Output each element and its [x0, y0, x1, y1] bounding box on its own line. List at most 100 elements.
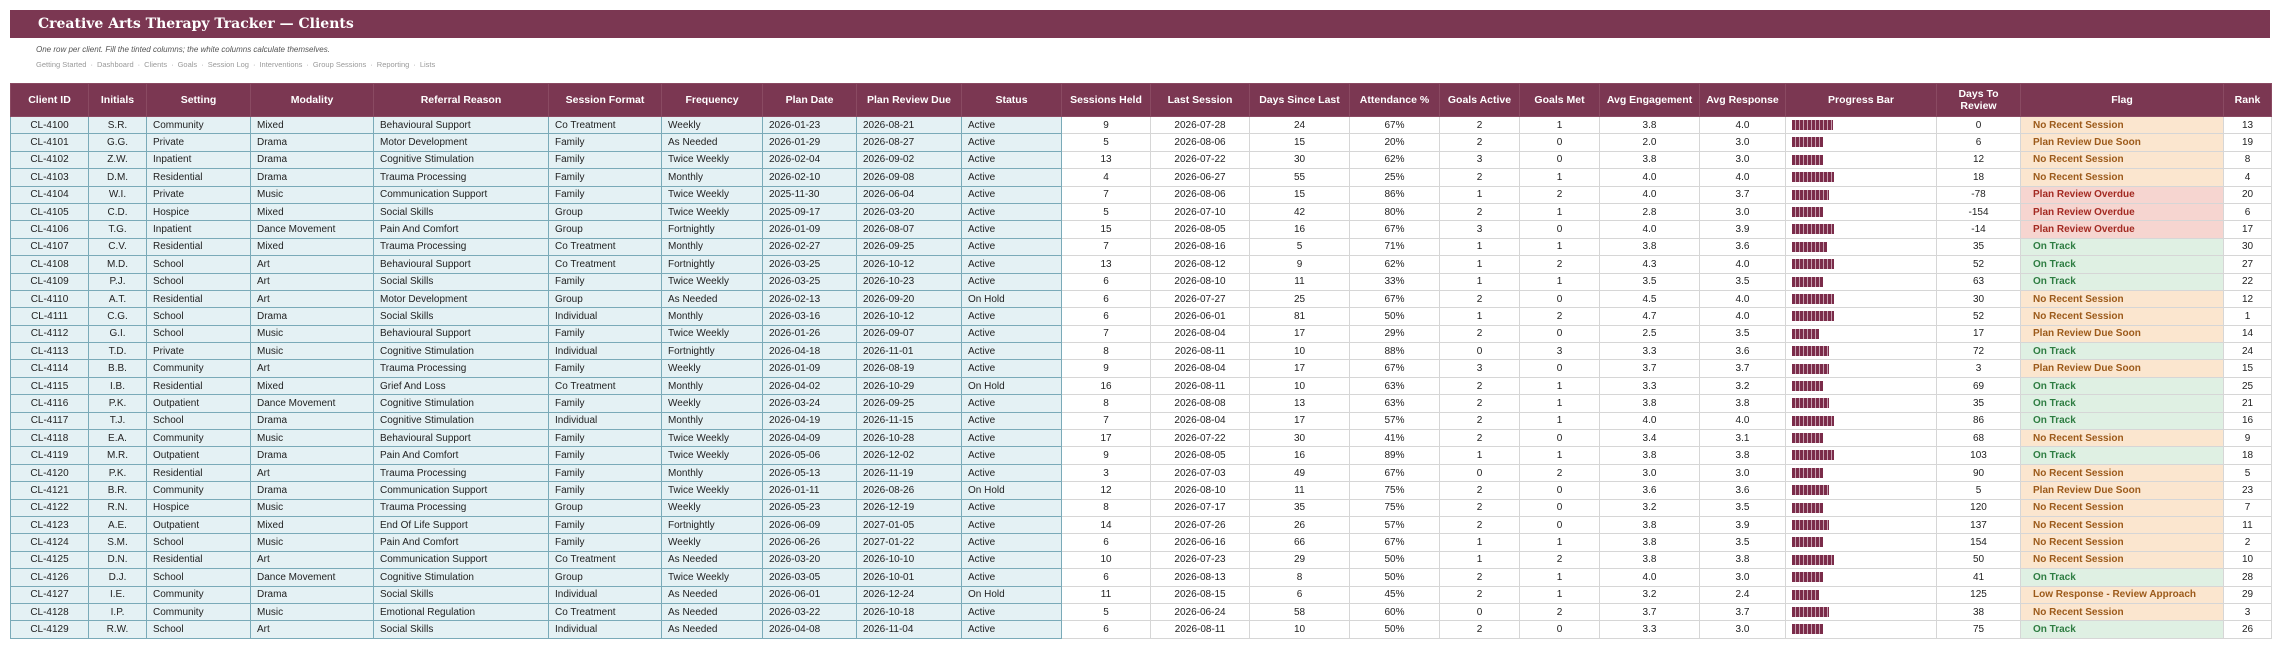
cell-status[interactable]: Active [961, 359, 1062, 378]
cell-avg-engagement[interactable]: 3.8 [1599, 115, 1700, 135]
cell-sessions-held[interactable]: 5 [1061, 133, 1151, 152]
cell-flag[interactable]: On Track [2020, 255, 2224, 274]
cell-last-session[interactable]: 2026-07-26 [1150, 515, 1250, 535]
cell-referral-reason[interactable]: Trauma Processing [373, 359, 549, 378]
cell-referral-reason[interactable]: Behavioural Support [373, 115, 549, 135]
cell-days-since-last[interactable]: 13 [1249, 394, 1350, 413]
cell-avg-response[interactable]: 4.0 [1699, 115, 1786, 135]
cell-avg-engagement[interactable]: 2.8 [1599, 202, 1700, 222]
cell-days-to-review[interactable]: 35 [1936, 237, 2021, 257]
cell-rank[interactable]: 17 [2223, 220, 2272, 239]
cell-setting[interactable]: School [146, 272, 251, 291]
cell-progress-bar[interactable] [1785, 394, 1937, 413]
nav-link-getting-started[interactable]: Getting Started [36, 60, 87, 69]
cell-progress-bar[interactable] [1785, 550, 1937, 570]
cell-last-session[interactable]: 2026-07-23 [1150, 550, 1250, 570]
cell-attendance[interactable]: 80% [1349, 202, 1440, 222]
cell-attendance[interactable]: 62% [1349, 255, 1440, 274]
cell-goals-met[interactable]: 0 [1519, 620, 1600, 639]
cell-progress-bar[interactable] [1785, 515, 1937, 535]
cell-plan-date[interactable]: 2026-01-29 [762, 133, 857, 152]
cell-session-format[interactable]: Family [548, 446, 662, 465]
cell-plan-review-due[interactable]: 2026-11-15 [856, 411, 962, 431]
cell-progress-bar[interactable] [1785, 185, 1937, 204]
cell-session-format[interactable]: Co Treatment [548, 376, 662, 396]
cell-attendance[interactable]: 41% [1349, 429, 1440, 448]
cell-setting[interactable]: Residential [146, 376, 251, 396]
cell-last-session[interactable]: 2026-07-22 [1150, 429, 1250, 448]
cell-status[interactable]: Active [961, 446, 1062, 465]
cell-setting[interactable]: Hospice [146, 202, 251, 222]
cell-days-to-review[interactable]: 52 [1936, 255, 2021, 274]
cell-goals-active[interactable]: 2 [1439, 481, 1520, 500]
cell-rank[interactable]: 28 [2223, 568, 2272, 587]
cell-session-format[interactable]: Individual [548, 411, 662, 431]
cell-setting[interactable]: Hospice [146, 498, 251, 517]
cell-session-format[interactable]: Co Treatment [548, 237, 662, 257]
cell-flag[interactable]: On Track [2020, 376, 2224, 396]
cell-last-session[interactable]: 2026-06-27 [1150, 168, 1250, 187]
cell-goals-active[interactable]: 2 [1439, 585, 1520, 604]
cell-days-to-review[interactable]: 52 [1936, 307, 2021, 326]
cell-referral-reason[interactable]: Communication Support [373, 550, 549, 570]
cell-referral-reason[interactable]: Motor Development [373, 133, 549, 152]
cell-progress-bar[interactable] [1785, 202, 1937, 222]
cell-avg-engagement[interactable]: 3.4 [1599, 429, 1700, 448]
cell-status[interactable]: Active [961, 150, 1062, 170]
cell-initials[interactable]: R.W. [88, 620, 147, 639]
cell-sessions-held[interactable]: 17 [1061, 429, 1151, 448]
cell-initials[interactable]: R.N. [88, 498, 147, 517]
cell-plan-review-due[interactable]: 2026-10-01 [856, 568, 962, 587]
cell-plan-date[interactable]: 2026-02-13 [762, 289, 857, 309]
cell-attendance[interactable]: 50% [1349, 307, 1440, 326]
cell-last-session[interactable]: 2026-08-11 [1150, 620, 1250, 639]
cell-days-since-last[interactable]: 6 [1249, 585, 1350, 604]
cell-modality[interactable]: Art [250, 272, 374, 291]
cell-avg-engagement[interactable]: 3.6 [1599, 481, 1700, 500]
cell-setting[interactable]: Residential [146, 289, 251, 309]
cell-client-id[interactable]: CL-4106 [10, 220, 89, 239]
cell-frequency[interactable]: Weekly [661, 359, 763, 378]
cell-goals-active[interactable]: 2 [1439, 498, 1520, 517]
cell-plan-date[interactable]: 2026-04-02 [762, 376, 857, 396]
cell-last-session[interactable]: 2026-07-22 [1150, 150, 1250, 170]
cell-plan-review-due[interactable]: 2026-10-28 [856, 429, 962, 448]
cell-avg-engagement[interactable]: 3.7 [1599, 602, 1700, 622]
cell-flag[interactable]: No Recent Session [2020, 289, 2224, 309]
cell-frequency[interactable]: Monthly [661, 168, 763, 187]
cell-status[interactable]: Active [961, 411, 1062, 431]
cell-avg-response[interactable]: 3.7 [1699, 185, 1786, 204]
cell-initials[interactable]: C.G. [88, 307, 147, 326]
column-header-modality[interactable]: Modality [250, 83, 374, 117]
cell-flag[interactable]: Plan Review Due Soon [2020, 481, 2224, 500]
cell-progress-bar[interactable] [1785, 446, 1937, 465]
cell-plan-date[interactable]: 2026-04-18 [762, 342, 857, 361]
cell-goals-active[interactable]: 2 [1439, 394, 1520, 413]
cell-modality[interactable]: Drama [250, 168, 374, 187]
cell-last-session[interactable]: 2026-08-06 [1150, 133, 1250, 152]
cell-frequency[interactable]: Fortnightly [661, 515, 763, 535]
cell-goals-met[interactable]: 1 [1519, 568, 1600, 587]
cell-flag[interactable]: Plan Review Overdue [2020, 185, 2224, 204]
cell-status[interactable]: Active [961, 168, 1062, 187]
cell-attendance[interactable]: 29% [1349, 324, 1440, 344]
cell-rank[interactable]: 10 [2223, 550, 2272, 570]
column-header-plan-review-due[interactable]: Plan Review Due [856, 83, 962, 117]
cell-frequency[interactable]: Twice Weekly [661, 429, 763, 448]
cell-avg-engagement[interactable]: 2.5 [1599, 324, 1700, 344]
cell-days-since-last[interactable]: 55 [1249, 168, 1350, 187]
cell-frequency[interactable]: Fortnightly [661, 342, 763, 361]
cell-session-format[interactable]: Individual [548, 620, 662, 639]
cell-initials[interactable]: C.V. [88, 237, 147, 257]
cell-goals-active[interactable]: 2 [1439, 324, 1520, 344]
cell-status[interactable]: Active [961, 307, 1062, 326]
cell-referral-reason[interactable]: Emotional Regulation [373, 602, 549, 622]
cell-flag[interactable]: Plan Review Overdue [2020, 220, 2224, 239]
cell-rank[interactable]: 14 [2223, 324, 2272, 344]
cell-setting[interactable]: Outpatient [146, 394, 251, 413]
cell-days-since-last[interactable]: 10 [1249, 620, 1350, 639]
cell-progress-bar[interactable] [1785, 411, 1937, 431]
cell-initials[interactable]: B.B. [88, 359, 147, 378]
cell-session-format[interactable]: Group [548, 498, 662, 517]
cell-progress-bar[interactable] [1785, 533, 1937, 552]
